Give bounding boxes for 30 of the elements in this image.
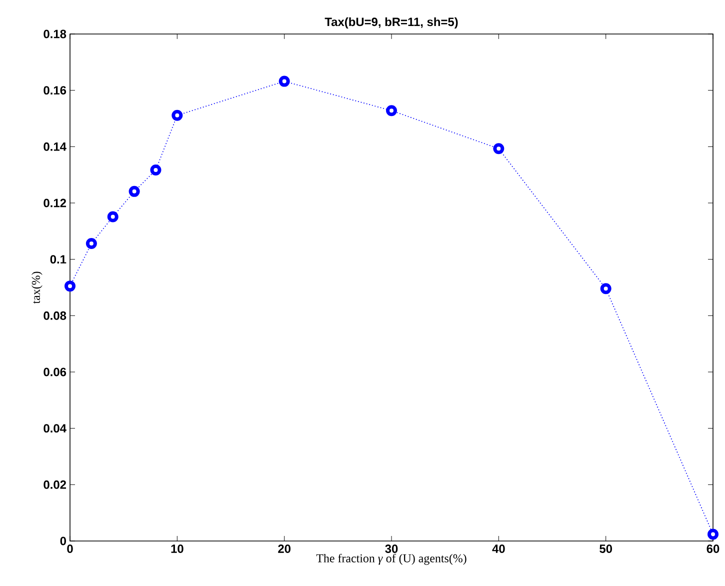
y-tick-label: 0.18 bbox=[44, 30, 66, 38]
y-axis-title: tax(%) bbox=[32, 272, 42, 304]
point bbox=[172, 110, 183, 121]
x-tick-label: 50 bbox=[600, 544, 612, 553]
y-tick-label: 0.02 bbox=[44, 480, 66, 489]
y-tick-label: 0.1 bbox=[50, 255, 66, 264]
point bbox=[107, 211, 118, 222]
y-tick-label: 0.08 bbox=[44, 311, 66, 320]
y-tick-label: 0.06 bbox=[44, 368, 66, 376]
point bbox=[493, 143, 504, 154]
chart-title: Tax(bU=9, bR=11, sh=5) bbox=[324, 17, 458, 28]
x-tick-label: 40 bbox=[492, 544, 505, 553]
x-tick-label: 20 bbox=[278, 544, 290, 553]
point bbox=[128, 186, 140, 197]
x-axis-title: The fraction γ of (U) agents(%) bbox=[316, 554, 466, 565]
y-tick-label: 0 bbox=[60, 536, 66, 546]
point bbox=[86, 238, 97, 250]
y-tick-label: 0.16 bbox=[44, 86, 66, 95]
y-tick-label: 0.04 bbox=[44, 424, 66, 433]
x-tick-label: 10 bbox=[171, 544, 184, 553]
point bbox=[600, 283, 612, 294]
y-tick-label: 0.12 bbox=[44, 198, 66, 208]
point bbox=[64, 280, 76, 292]
point bbox=[150, 164, 162, 176]
x-tick-label: 30 bbox=[385, 544, 398, 553]
x-tick-label: 60 bbox=[706, 544, 720, 553]
y-tick-label: 0.14 bbox=[44, 142, 66, 151]
point bbox=[278, 76, 290, 87]
point bbox=[386, 105, 398, 116]
x-tick-label: 0 bbox=[67, 544, 73, 553]
